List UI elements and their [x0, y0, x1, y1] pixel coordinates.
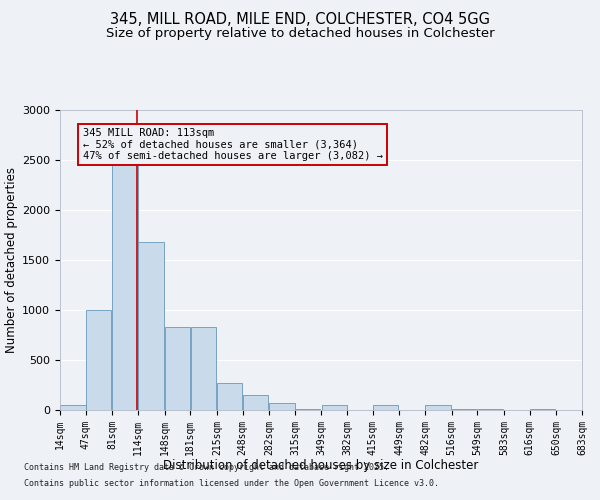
Text: 345 MILL ROAD: 113sqm
← 52% of detached houses are smaller (3,364)
47% of semi-d: 345 MILL ROAD: 113sqm ← 52% of detached … — [83, 128, 383, 161]
Text: Size of property relative to detached houses in Colchester: Size of property relative to detached ho… — [106, 28, 494, 40]
Bar — [530, 409, 555, 410]
Bar — [86, 310, 112, 410]
Bar — [452, 409, 477, 410]
Bar — [322, 404, 347, 410]
Bar — [60, 405, 86, 410]
Bar — [425, 405, 451, 410]
Bar — [295, 409, 320, 410]
Bar — [217, 383, 242, 410]
X-axis label: Distribution of detached houses by size in Colchester: Distribution of detached houses by size … — [163, 459, 479, 472]
Bar — [373, 405, 398, 410]
Bar — [191, 327, 216, 410]
Bar — [478, 409, 503, 410]
Bar — [138, 242, 164, 410]
Text: 345, MILL ROAD, MILE END, COLCHESTER, CO4 5GG: 345, MILL ROAD, MILE END, COLCHESTER, CO… — [110, 12, 490, 28]
Bar — [269, 402, 295, 410]
Text: Contains HM Land Registry data © Crown copyright and database right 2025.: Contains HM Land Registry data © Crown c… — [24, 464, 389, 472]
Bar — [112, 160, 138, 410]
Y-axis label: Number of detached properties: Number of detached properties — [5, 167, 18, 353]
Bar — [243, 395, 268, 410]
Text: Contains public sector information licensed under the Open Government Licence v3: Contains public sector information licen… — [24, 478, 439, 488]
Bar — [165, 327, 190, 410]
